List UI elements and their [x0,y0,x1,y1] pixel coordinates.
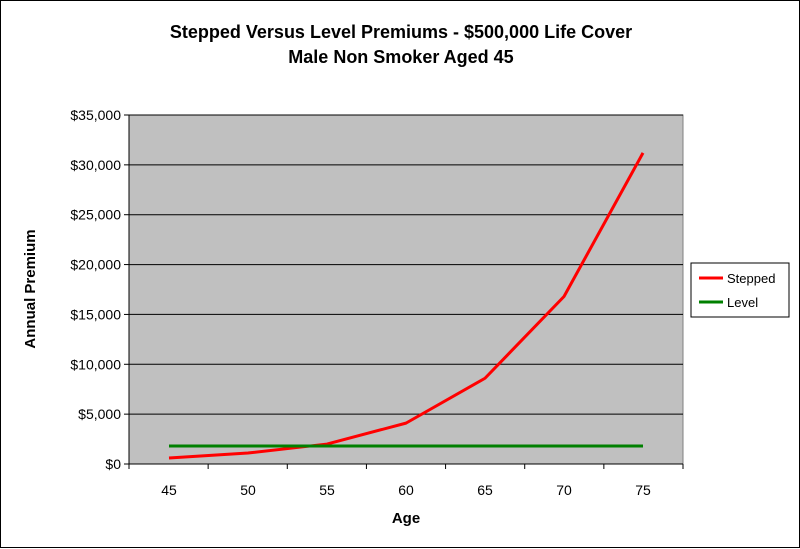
x-tick-label: 65 [477,482,493,498]
x-axis-title: Age [392,510,420,527]
y-tick-label: $25,000 [70,207,121,223]
x-tick-label: 70 [556,482,572,498]
x-tick-label: 45 [161,482,177,498]
legend-label-stepped: Stepped [727,271,775,286]
y-tick-label: $20,000 [70,257,121,273]
series-lines [168,152,645,460]
x-axis-ticks: 45 50 55 60 65 70 75 [128,464,684,498]
y-tick-label: $35,000 [70,107,121,123]
legend: Stepped Level [690,262,790,318]
y-tick-label: $15,000 [70,306,121,322]
y-tick-label: $30,000 [70,157,121,173]
y-tick-label: $10,000 [70,356,121,372]
x-tick-label: 50 [240,482,256,498]
x-tick-label: 55 [319,482,335,498]
x-tick-label: 60 [398,482,414,498]
y-tick-label: $0 [105,456,121,472]
y-axis-ticks: $0 $5,000 $10,000 $15,000 $20,000 $25,000 $30,… [70,107,129,472]
chart-title-line-2: Male Non Smoker Aged 45 [288,47,513,67]
legend-label-level: Level [727,295,758,310]
y-axis-title: Annual Premium [22,229,39,348]
series-line-stepped [168,152,645,460]
legend-box [690,262,790,318]
plot-area [128,114,684,465]
grid-lines [129,114,683,415]
chart-title-line-1: Stepped Versus Level Premiums - $500,000… [170,22,632,42]
y-tick-label: $5,000 [78,406,121,422]
x-tick-label: 75 [635,482,651,498]
